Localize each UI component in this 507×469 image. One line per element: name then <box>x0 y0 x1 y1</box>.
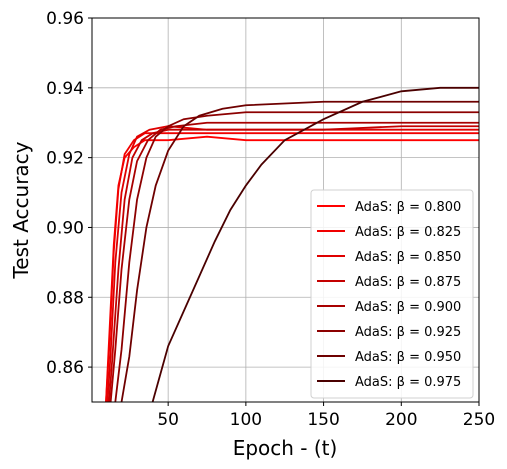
y-tick-label: 0.86 <box>46 358 84 378</box>
legend-label: AdaS: β = 0.825 <box>355 225 461 240</box>
y-tick-label: 0.88 <box>46 288 84 308</box>
x-axis-label: Epoch - (t) <box>233 436 338 460</box>
legend-label: AdaS: β = 0.875 <box>355 275 461 290</box>
x-tick-label: 250 <box>463 410 495 430</box>
x-tick-label: 200 <box>385 410 417 430</box>
x-tick-label: 100 <box>230 410 262 430</box>
y-tick-label: 0.92 <box>46 149 84 169</box>
series-line-4 <box>108 125 479 402</box>
x-tick-label: 150 <box>307 410 339 430</box>
y-axis: 0.86 0.88 0.90 0.92 0.94 0.96 <box>46 9 92 378</box>
x-tick-label: 50 <box>157 410 179 430</box>
y-tick-label: 0.96 <box>46 9 84 29</box>
legend-box <box>310 189 474 399</box>
y-tick-label: 0.94 <box>46 79 84 99</box>
series-line-7 <box>120 100 479 402</box>
legend-label: AdaS: β = 0.925 <box>355 325 461 340</box>
series-line-5 <box>109 121 479 402</box>
legend: AdaS: β = 0.800 AdaS: β = 0.825 AdaS: β = … <box>310 189 474 399</box>
legend-label: AdaS: β = 0.800 <box>355 200 461 215</box>
y-axis-label: Test Accuracy <box>9 141 33 279</box>
plot-frame <box>91 17 480 403</box>
legend-label: AdaS: β = 0.975 <box>355 375 461 390</box>
legend-label: AdaS: β = 0.900 <box>355 300 461 315</box>
x-axis: 50 100 150 200 250 <box>157 402 495 430</box>
series-line-6 <box>114 111 479 402</box>
series-lines <box>105 86 479 402</box>
y-tick-label: 0.90 <box>46 218 84 238</box>
legend-label: AdaS: β = 0.850 <box>355 250 461 265</box>
legend-label: AdaS: β = 0.950 <box>355 350 461 365</box>
series-line-8 <box>151 86 479 402</box>
